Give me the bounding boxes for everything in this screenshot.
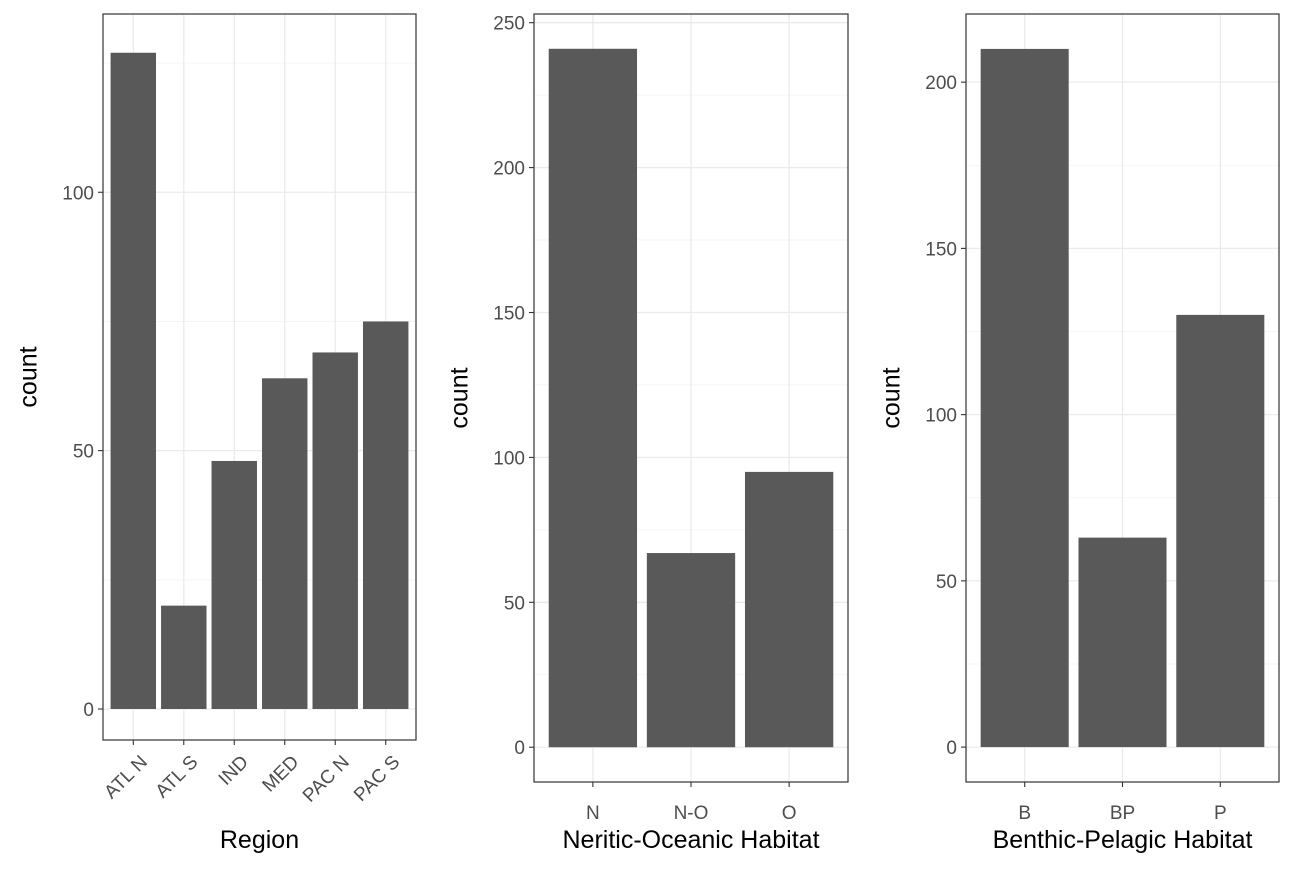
bar-bp xyxy=(1078,537,1167,748)
bar-b xyxy=(980,48,1069,748)
y-tick-label: 100 xyxy=(925,406,957,427)
x-tick-label: MED xyxy=(259,752,304,797)
bar-atl-n xyxy=(110,52,157,709)
y-tick-label: 100 xyxy=(62,183,94,204)
x-tick-label: ATL N xyxy=(100,752,151,803)
bar-ind xyxy=(211,460,257,709)
x-tick-label: PAC N xyxy=(299,752,354,807)
bar-n xyxy=(548,48,638,748)
y-tick-label: 200 xyxy=(925,73,957,94)
y-tick-label: 200 xyxy=(493,159,525,180)
x-tick-label: N xyxy=(586,803,600,824)
y-tick-label: 150 xyxy=(493,304,525,325)
bar-pac-n xyxy=(312,352,358,709)
x-tick-label: O xyxy=(782,803,797,824)
x-tick-label: N-O xyxy=(674,803,709,824)
bar-o xyxy=(744,471,834,748)
y-tick-label: 100 xyxy=(493,448,525,469)
x-axis-title: Benthic-Pelagic Habitat xyxy=(993,826,1253,854)
y-tick-label: 150 xyxy=(925,239,957,260)
y-axis-title: count xyxy=(15,346,43,407)
y-axis-title: count xyxy=(446,367,474,428)
y-tick-label: 50 xyxy=(504,593,525,614)
x-tick-label: ATL S xyxy=(152,752,203,803)
y-tick-label: 50 xyxy=(73,442,94,463)
x-tick-label: PAC S xyxy=(350,752,404,806)
y-tick-label: 250 xyxy=(493,14,525,35)
y-tick-label: 50 xyxy=(936,572,957,593)
bar-atl-s xyxy=(161,605,207,709)
x-tick-label: P xyxy=(1214,803,1227,824)
y-tick-label: 0 xyxy=(946,738,957,759)
x-tick-label: BP xyxy=(1110,803,1135,824)
bar-n-o xyxy=(646,553,736,748)
y-tick-label: 0 xyxy=(83,700,94,721)
y-tick-label: 0 xyxy=(514,738,525,759)
bar-med xyxy=(262,378,308,709)
y-axis-title: count xyxy=(878,367,906,428)
bar-pac-s xyxy=(362,321,409,709)
x-axis-title: Neritic-Oceanic Habitat xyxy=(562,826,819,854)
x-tick-label: B xyxy=(1018,803,1031,824)
x-axis-title: Region xyxy=(220,826,299,854)
panel-border xyxy=(102,13,417,741)
x-tick-label: IND xyxy=(215,752,253,790)
bar-p xyxy=(1176,314,1265,748)
